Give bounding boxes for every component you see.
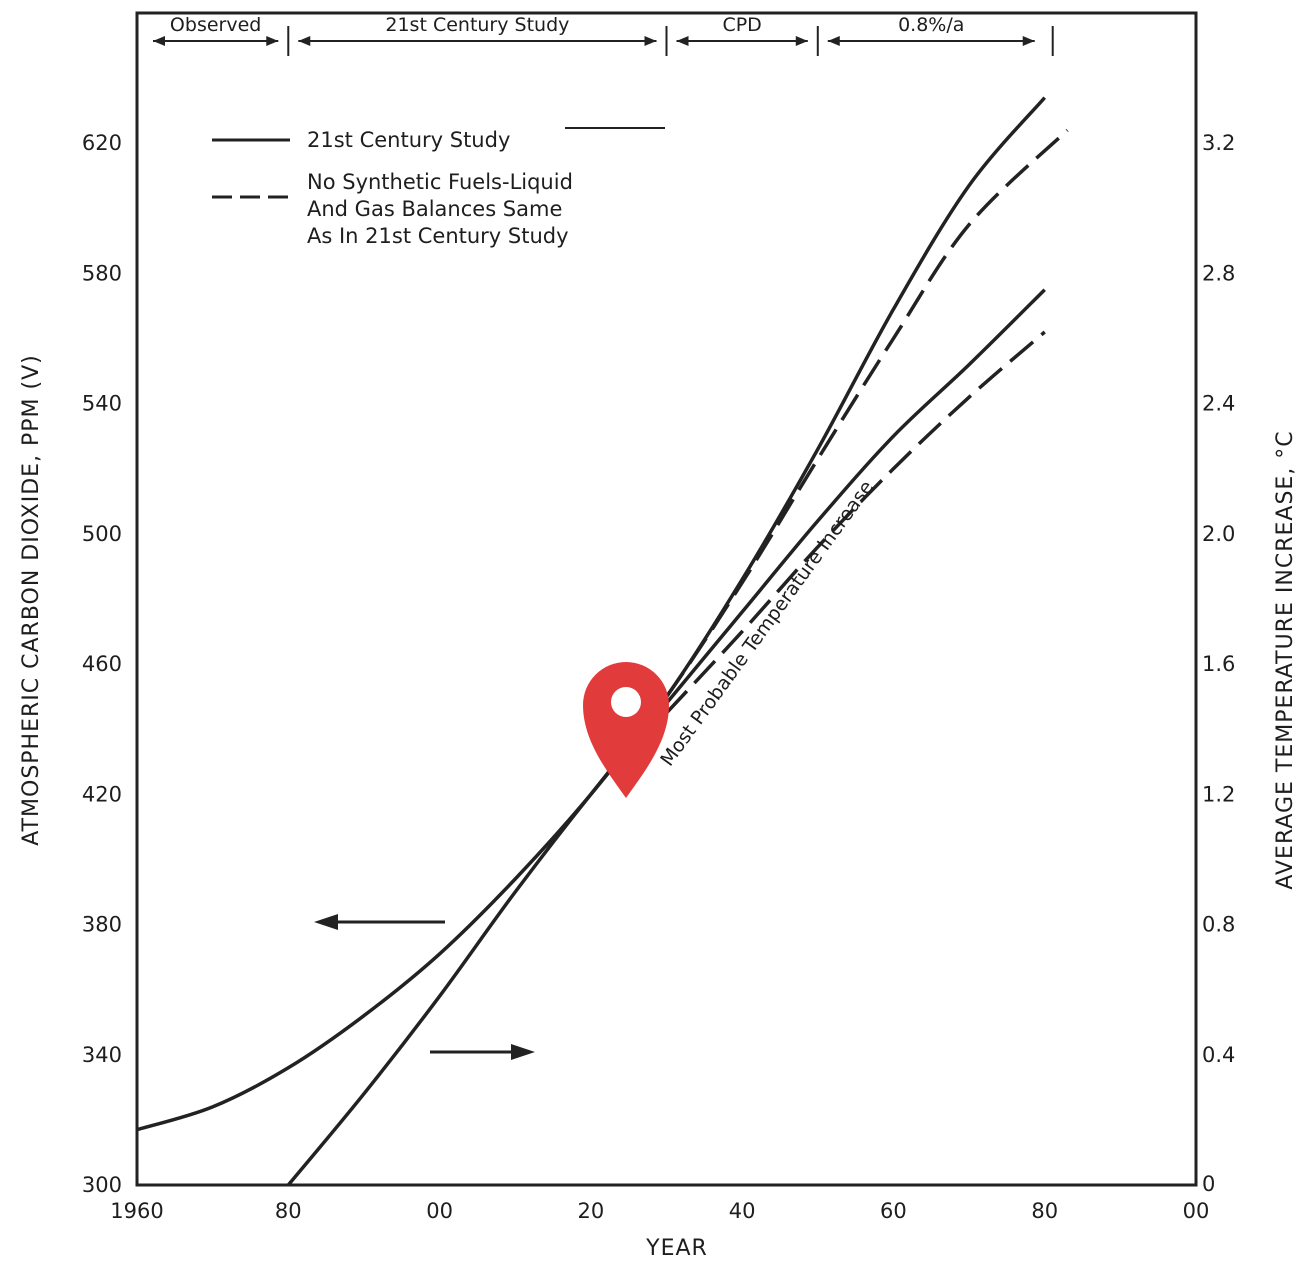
y-right-tick-label: 3.2 [1202, 131, 1235, 155]
y-left-tick-label: 580 [82, 261, 122, 285]
pointer-right-arrowhead [511, 1044, 535, 1060]
x-tick-label: 40 [729, 1199, 756, 1223]
x-tick-label: 80 [275, 1199, 302, 1223]
y-left-tick-label: 340 [82, 1043, 122, 1067]
y-right-tick-label: 1.2 [1202, 782, 1235, 806]
axis-pointers [314, 914, 535, 1060]
series-layer [136, 96, 1069, 1187]
period-arrowhead-left [153, 36, 165, 46]
y-left-tick-label: 540 [82, 392, 122, 416]
y-left-tick-label: 620 [82, 131, 122, 155]
period-arrowhead-left [298, 36, 311, 46]
period-label: 0.8%/a [898, 14, 964, 36]
temperature-dashed-series-line [665, 330, 1046, 715]
map-pin-icon[interactable] [583, 662, 669, 798]
y-axis-right-ticks: 0 0.4 0.8 1.2 1.6 2.0 2.4 2.8 3.2 [1202, 131, 1235, 1196]
y-left-tick-label: 500 [82, 522, 122, 546]
x-axis-ticks: 1960 80 00 20 40 60 80 00 [110, 1199, 1209, 1223]
period-arrowhead-right [1022, 36, 1035, 46]
x-tick-label: 00 [426, 1199, 453, 1223]
x-tick-label: 1960 [110, 1199, 163, 1223]
x-tick-label: 60 [880, 1199, 907, 1223]
pointer-left-arrowhead [314, 914, 338, 930]
y-right-tick-label: 2.4 [1202, 392, 1235, 416]
y-left-tick-label: 460 [82, 652, 122, 676]
period-arrowhead-right [795, 36, 808, 46]
y-right-tick-label: 0.4 [1202, 1043, 1235, 1067]
plot-frame [135, 11, 1198, 1187]
period-arrowhead-left [676, 36, 689, 46]
y-right-tick-label: 1.6 [1202, 652, 1235, 676]
period-arrowhead-right [644, 36, 657, 46]
y-left-tick-label: 420 [82, 782, 122, 806]
legend-dashed-label-line1: No Synthetic Fuels-Liquid [307, 170, 573, 194]
y-axis-left-title: ATMOSPHERIC CARBON DIOXIDE, PPM (V) [19, 354, 44, 846]
y-right-tick-label: 0 [1202, 1172, 1215, 1196]
y-right-tick-label: 2.0 [1202, 522, 1235, 546]
period-band: Observed 21st Century Study CPD 0.8%/a [153, 14, 1054, 56]
legend: 21st Century Study No Synthetic Fuels-Li… [212, 127, 665, 248]
y-right-tick-label: 0.8 [1202, 913, 1235, 937]
legend-dashed-label-line3: As In 21st Century Study [307, 224, 569, 248]
y-axis-left-ticks: 300 340 380 420 460 500 540 580 620 [82, 131, 122, 1197]
period-arrowhead-right [266, 36, 279, 46]
y-axis-right-title: AVERAGE TEMPERATURE INCREASE, °C [1273, 430, 1298, 889]
most-probable-annotation: Most Probable Temperature Increase [656, 477, 878, 771]
legend-dashed-label-line2: And Gas Balances Same [307, 197, 562, 221]
x-tick-label: 80 [1031, 1199, 1058, 1223]
temperature-solid-series-line [286, 288, 1046, 1187]
y-left-tick-label: 300 [82, 1173, 122, 1197]
legend-solid-label: 21st Century Study [307, 128, 510, 152]
x-tick-label: 00 [1183, 1199, 1210, 1223]
period-arrowhead-left [827, 36, 840, 46]
period-label: CPD [722, 14, 761, 36]
y-right-tick-label: 2.8 [1202, 261, 1235, 285]
co2-solid-series-line [136, 96, 1047, 1132]
period-label: Observed [170, 14, 261, 36]
x-tick-label: 20 [577, 1199, 604, 1223]
y-left-tick-label: 380 [82, 913, 122, 937]
x-axis-title: YEAR [645, 1236, 708, 1261]
period-label: 21st Century Study [385, 14, 569, 36]
